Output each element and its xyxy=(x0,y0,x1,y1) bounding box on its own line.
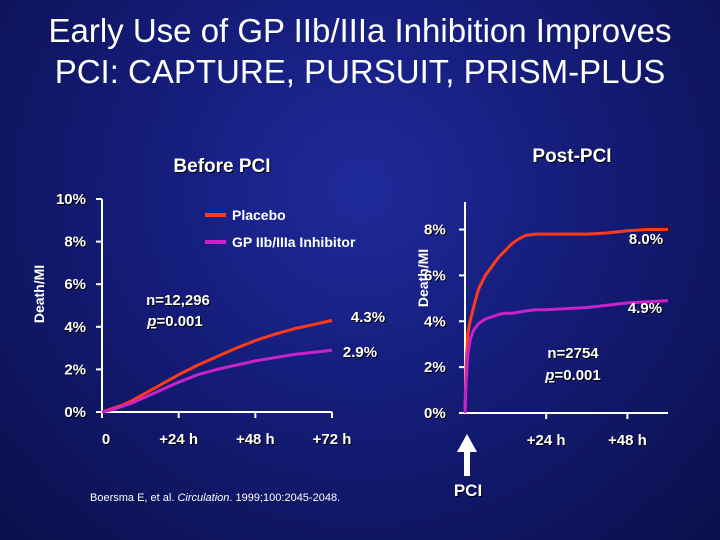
right-y-tick-label: 4% xyxy=(424,313,446,330)
left-x-tick-label: +48 h xyxy=(236,431,275,448)
right-p-value: =0.001 xyxy=(554,367,600,384)
left-y-tick-label: 0% xyxy=(64,404,86,421)
right-x-tick-label: +48 h xyxy=(608,432,647,449)
left-x-tick-label: 0 xyxy=(102,431,110,448)
left-placebo-end-label: 4.3% xyxy=(351,309,385,326)
right-n-annotation: n=2754 xyxy=(547,345,599,362)
left-x-tick-label: +72 h xyxy=(313,431,352,448)
right-y-tick-label: 2% xyxy=(424,359,446,376)
right-y-axis-label: Death/MI xyxy=(415,249,431,307)
left-y-tick-label: 10% xyxy=(56,191,86,208)
left-y-tick-label: 8% xyxy=(64,234,86,251)
right-p-annotation: p=0.001 xyxy=(544,367,600,384)
before-pci-chart: Before PCI Death/MI 0% 2% 4% 6% 8% 10% 0 +24 h +… xyxy=(31,156,385,448)
left-p-value: =0.001 xyxy=(156,313,202,330)
post-pci-title: Post-PCI xyxy=(532,146,611,167)
left-y-tick-label: 2% xyxy=(64,361,86,378)
left-y-tick-label: 6% xyxy=(64,276,86,293)
citation-details: . 1999;100:2045-2048. xyxy=(229,492,341,504)
legend-inhibitor-label: GP IIb/IIIa Inhibitor xyxy=(232,234,356,250)
right-x-tick-label: +24 h xyxy=(527,432,566,449)
left-y-axis-label: Death/MI xyxy=(31,265,47,323)
citation: Boersma E, et al. Circulation. 1999;100:… xyxy=(90,492,340,504)
right-placebo-end-label: 8.0% xyxy=(629,231,663,248)
right-y-tick-label: 0% xyxy=(424,405,446,422)
right-y-tick-label: 6% xyxy=(424,267,446,284)
right-y-tick-label: 8% xyxy=(424,222,446,239)
slide-title: Early Use of GP IIb/IIIa Inhibition Impr… xyxy=(0,10,720,92)
citation-journal: Circulation xyxy=(177,492,230,504)
right-inhibitor-end-label: 4.9% xyxy=(628,300,662,317)
legend-placebo-label: Placebo xyxy=(232,207,286,223)
pci-event-label: PCI xyxy=(454,481,482,500)
left-y-tick-label: 4% xyxy=(64,319,86,336)
citation-authors: Boersma E, et al. xyxy=(90,492,178,504)
left-placebo-line xyxy=(101,318,333,414)
title-line-2: PCI: CAPTURE, PURSUIT, PRISM-PLUS xyxy=(54,53,666,90)
right-placebo-line xyxy=(463,228,668,414)
left-x-tick-label: +24 h xyxy=(159,431,198,448)
left-inhibitor-end-label: 2.9% xyxy=(343,344,377,361)
left-p-letter: p xyxy=(146,313,156,330)
title-line-1: Early Use of GP IIb/IIIa Inhibition Impr… xyxy=(48,12,672,49)
left-inhibitor-line xyxy=(101,348,333,414)
right-p-letter: p xyxy=(544,367,554,384)
pci-arrow-icon xyxy=(457,434,477,452)
left-p-annotation: p=0.001 xyxy=(146,313,202,330)
right-inhibitor-line xyxy=(463,299,669,414)
left-n-annotation: n=12,296 xyxy=(146,292,210,309)
before-pci-title: Before PCI xyxy=(173,156,270,177)
post-pci-chart: Post-PCI Death/MI 0% 2% 4% 6% 8% +24 h +48 h 8… xyxy=(415,146,669,500)
